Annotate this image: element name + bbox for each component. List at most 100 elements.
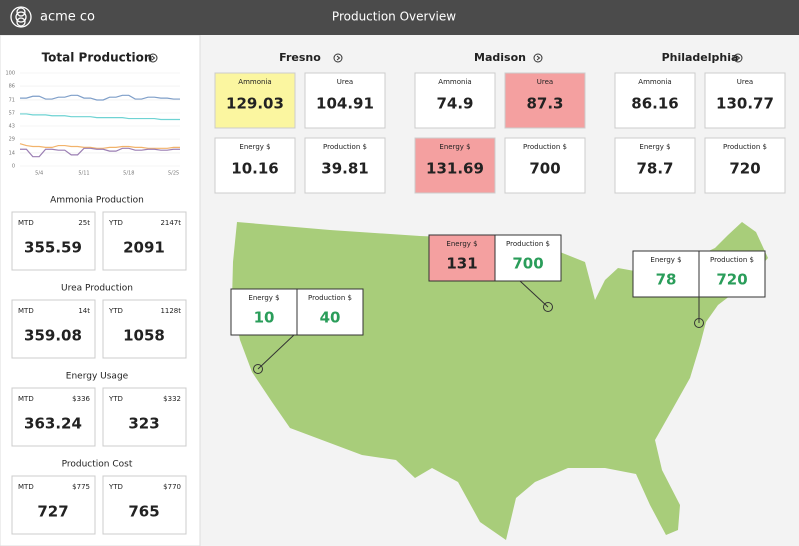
metric-label: Ammonia [238, 78, 271, 86]
callout-label: Production $ [710, 256, 754, 264]
kpi-label: MTD [18, 219, 34, 227]
y-tick-label: 14 [9, 150, 15, 156]
metric-value: 720 [729, 160, 760, 178]
metric-card [704, 137, 786, 194]
y-tick-label: 71 [9, 97, 15, 103]
x-tick-label: 5/11 [78, 171, 89, 177]
kpi-target: 1128t [160, 307, 181, 315]
metric-label: Energy $ [439, 143, 470, 151]
kpi-card [11, 299, 96, 359]
kpi-label: MTD [18, 395, 34, 403]
kpi-label: YTD [108, 219, 123, 227]
kpi-target: 14t [78, 307, 90, 315]
callout-card [698, 250, 766, 298]
kpi-label: YTD [108, 307, 123, 315]
metric-value: 39.81 [321, 160, 368, 178]
callout-value: 720 [716, 271, 747, 289]
callout-card [632, 250, 700, 298]
kpi-card [11, 211, 96, 271]
line-series [20, 94, 180, 101]
callout-label: Production $ [308, 294, 352, 302]
callout-leader [519, 280, 549, 308]
left-panel [0, 34, 201, 546]
kpi-label: YTD [108, 483, 123, 491]
metric-card [414, 137, 496, 194]
metric-card [614, 137, 696, 194]
kpi-value: 727 [37, 503, 68, 521]
y-tick-label: 29 [9, 137, 15, 143]
header-bar [0, 0, 799, 35]
page-title: Production Overview [332, 10, 456, 24]
metric-card [214, 137, 296, 194]
callout-label: Energy $ [650, 256, 681, 264]
metric-value: 74.9 [436, 95, 473, 113]
metric-label: Energy $ [239, 143, 270, 151]
city-name: Madison [474, 51, 526, 64]
kpi-value: 323 [128, 415, 159, 433]
kpi-card [11, 387, 96, 447]
metric-card [614, 72, 696, 129]
metric-card [504, 137, 586, 194]
metric-label: Production $ [523, 143, 567, 151]
metric-label: Production $ [723, 143, 767, 151]
callout-value: 10 [254, 309, 275, 327]
kpi-title: Urea Production [61, 284, 133, 294]
callout-leader [257, 333, 296, 370]
callout-label: Production $ [506, 240, 550, 248]
metric-label: Ammonia [638, 78, 671, 86]
info-icon-arrow [336, 55, 341, 61]
kpi-value: 359.08 [24, 327, 82, 345]
x-tick-label: 5/18 [123, 171, 134, 177]
info-icon-arrow [536, 55, 541, 61]
metric-label: Urea [737, 78, 753, 86]
callout-value: 700 [512, 255, 543, 273]
callout-value: 40 [320, 309, 341, 327]
kpi-card [102, 387, 187, 447]
kpi-target: $332 [163, 395, 181, 403]
kpi-label: MTD [18, 307, 34, 315]
callout-pin [543, 302, 553, 312]
info-icon [733, 53, 743, 63]
y-tick-label: 0 [12, 164, 15, 170]
y-tick-label: 86 [9, 84, 15, 90]
metric-label: Urea [537, 78, 553, 86]
kpi-title: Ammonia Production [50, 196, 144, 206]
brand: acme co [40, 10, 95, 25]
callout-card [494, 234, 562, 282]
kpi-value: 363.24 [24, 415, 82, 433]
metric-value: 104.91 [316, 95, 374, 113]
kpi-target: $770 [163, 483, 181, 491]
city-name: Philadelphia [662, 51, 739, 64]
metric-label: Energy $ [639, 143, 670, 151]
info-icon [148, 53, 158, 63]
line-series [20, 147, 180, 158]
metric-card [304, 137, 386, 194]
callout-label: Energy $ [248, 294, 279, 302]
chart-title: Total Production [42, 51, 153, 65]
line-series [19, 143, 180, 149]
kpi-target: 25t [78, 219, 90, 227]
kpi-card [102, 211, 187, 271]
callout-pin [694, 318, 704, 328]
metric-value: 78.7 [636, 160, 673, 178]
metric-label: Ammonia [438, 78, 471, 86]
metric-card [304, 72, 386, 129]
kpi-card [102, 299, 187, 359]
y-tick-label: 57 [9, 110, 15, 116]
kpi-value: 1058 [123, 327, 165, 345]
city-name: Fresno [279, 51, 321, 64]
info-icon-arrow [736, 55, 741, 61]
y-tick-label: 100 [5, 71, 15, 77]
metric-value: 87.3 [526, 95, 563, 113]
kpi-value: 355.59 [24, 239, 82, 257]
kpi-title: Energy Usage [66, 372, 129, 382]
logo [10, 6, 32, 28]
kpi-label: MTD [18, 483, 34, 491]
info-icon [333, 53, 343, 63]
kpi-card [102, 475, 187, 535]
kpi-target: 2147t [160, 219, 181, 227]
metric-value: 86.16 [631, 95, 678, 113]
us-map [232, 222, 768, 540]
callout-card [230, 288, 298, 336]
